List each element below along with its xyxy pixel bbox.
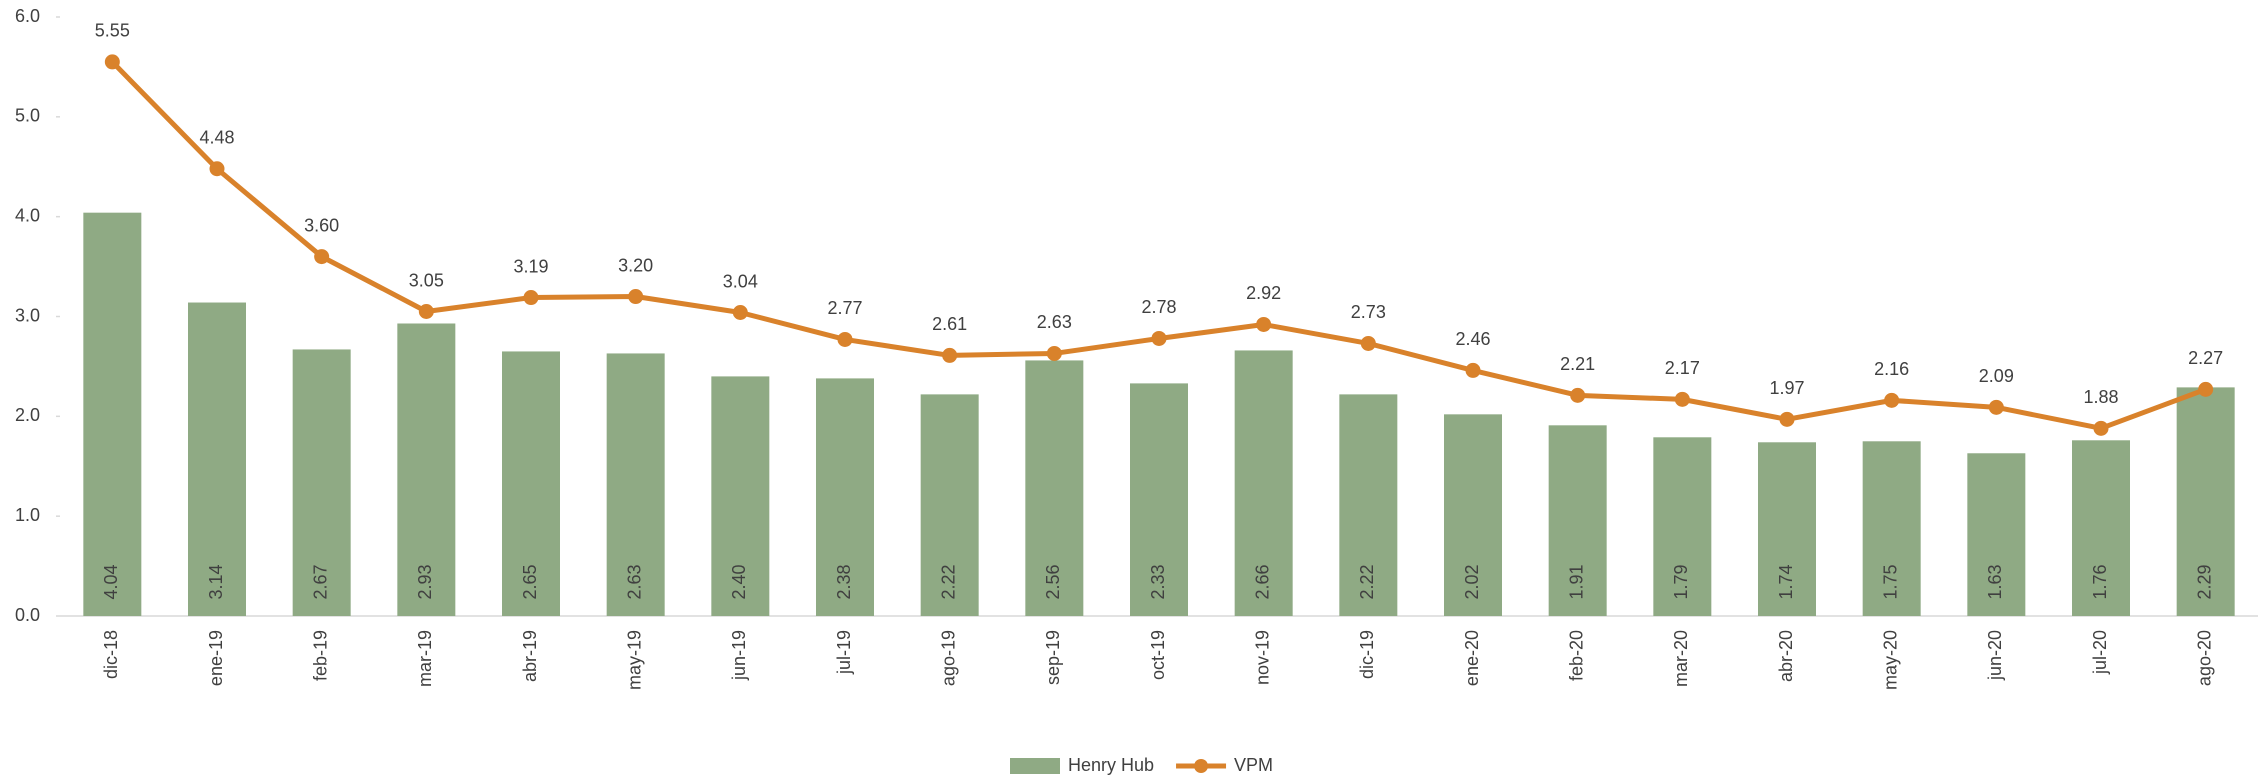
line-value-label: 2.92 xyxy=(1246,283,1281,303)
bar-value-label: 1.91 xyxy=(1566,564,1586,599)
x-tick-label: ago-20 xyxy=(2194,630,2214,686)
x-tick-label: may-20 xyxy=(1880,630,1900,690)
bar-value-label: 2.93 xyxy=(415,564,435,599)
bar-value-label: 1.79 xyxy=(1671,564,1691,599)
line-marker xyxy=(733,305,748,320)
line-marker xyxy=(1989,400,2004,415)
x-tick-label: jun-19 xyxy=(729,630,749,681)
legend-label: Henry Hub xyxy=(1068,755,1154,775)
bar-value-label: 2.40 xyxy=(729,564,749,599)
line-value-label: 3.05 xyxy=(409,270,444,290)
x-tick-label: jul-19 xyxy=(834,630,854,675)
line-marker xyxy=(1675,392,1690,407)
x-tick-label: jun-20 xyxy=(1985,630,2005,681)
line-value-label: 4.48 xyxy=(199,127,234,147)
line-marker xyxy=(1047,346,1062,361)
x-tick-label: mar-19 xyxy=(415,630,435,687)
bar-value-label: 2.22 xyxy=(1357,564,1377,599)
line-marker xyxy=(1466,363,1481,378)
bar-value-label: 4.04 xyxy=(101,564,121,599)
line-marker xyxy=(942,348,957,363)
chart: 0.0 1.0 2.0 3.0 4.0 5.0 6.0 dic-18 ene-19 feb-19 m… xyxy=(0,0,2262,777)
y-tick-label: 1.0 xyxy=(15,505,40,525)
y-tick-label: 6.0 xyxy=(15,6,40,26)
line-marker xyxy=(1152,331,1167,346)
y-tick-label: 0.0 xyxy=(15,605,40,625)
line-value-label: 5.55 xyxy=(95,21,130,41)
line-value-label: 3.04 xyxy=(723,271,758,291)
bar xyxy=(83,213,141,616)
x-tick-label: oct-19 xyxy=(1148,630,1168,680)
x-tick-label: feb-19 xyxy=(310,630,330,681)
y-tick-label: 3.0 xyxy=(15,305,40,325)
line-marker xyxy=(838,332,853,347)
x-tick-label: mar-20 xyxy=(1671,630,1691,687)
line-marker xyxy=(2198,382,2213,397)
bar-value-label: 1.76 xyxy=(2090,564,2110,599)
bar-value-label: 2.33 xyxy=(1148,564,1168,599)
line-value-label: 2.27 xyxy=(2188,348,2223,368)
line-marker xyxy=(2094,421,2109,436)
line-value-label: 2.78 xyxy=(1141,297,1176,317)
y-tick-label: 2.0 xyxy=(15,405,40,425)
line-marker xyxy=(314,249,329,264)
line-value-label: 2.61 xyxy=(932,314,967,334)
y-tick-label: 5.0 xyxy=(15,106,40,126)
line-value-label: 3.20 xyxy=(618,255,653,275)
bar-value-label: 2.38 xyxy=(834,564,854,599)
x-tick-label: ene-19 xyxy=(206,630,226,686)
bar-value-label: 2.67 xyxy=(310,564,330,599)
x-tick-label: jul-20 xyxy=(2090,630,2110,675)
bar-value-label: 1.75 xyxy=(1880,564,1900,599)
legend-swatch xyxy=(1010,758,1060,774)
line-marker xyxy=(1570,388,1585,403)
bar-value-label: 3.14 xyxy=(206,564,226,599)
bar-value-label: 1.74 xyxy=(1776,564,1796,599)
line-value-label: 2.09 xyxy=(1979,366,2014,386)
line-marker xyxy=(1780,412,1795,427)
line-value-label: 3.19 xyxy=(513,256,548,276)
bar-value-label: 2.56 xyxy=(1043,564,1063,599)
line-value-label: 2.77 xyxy=(827,298,862,318)
bar-value-label: 2.63 xyxy=(624,564,644,599)
x-tick-label: abr-19 xyxy=(520,630,540,682)
line-value-label: 1.97 xyxy=(1769,378,1804,398)
x-tick-label: dic-18 xyxy=(101,630,121,679)
line-marker xyxy=(1884,393,1899,408)
x-tick-label: abr-20 xyxy=(1776,630,1796,682)
line-value-label: 2.73 xyxy=(1351,302,1386,322)
x-tick-label: feb-20 xyxy=(1566,630,1586,681)
line-value-label: 2.16 xyxy=(1874,359,1909,379)
line-value-label: 2.17 xyxy=(1665,358,1700,378)
line-marker xyxy=(1361,336,1376,351)
line-marker xyxy=(105,54,120,69)
bar-value-label: 2.29 xyxy=(2194,564,2214,599)
x-tick-label: sep-19 xyxy=(1043,630,1063,685)
legend-swatch xyxy=(1194,759,1208,773)
line-value-label: 3.60 xyxy=(304,215,339,235)
line-marker xyxy=(210,161,225,176)
bar-value-label: 1.63 xyxy=(1985,564,2005,599)
x-tick-label: may-19 xyxy=(624,630,644,690)
x-tick-label: ene-20 xyxy=(1462,630,1482,686)
bar-value-label: 2.65 xyxy=(520,564,540,599)
x-tick-label: ago-19 xyxy=(938,630,958,686)
line-value-label: 2.46 xyxy=(1455,329,1490,349)
line-marker xyxy=(628,289,643,304)
line-value-label: 1.88 xyxy=(2083,387,2118,407)
line-marker xyxy=(419,304,434,319)
bar-value-label: 2.02 xyxy=(1462,564,1482,599)
y-tick-label: 4.0 xyxy=(15,205,40,225)
x-tick-label: nov-19 xyxy=(1252,630,1272,685)
bar-value-label: 2.66 xyxy=(1252,564,1272,599)
x-tick-label: dic-19 xyxy=(1357,630,1377,679)
line-value-label: 2.21 xyxy=(1560,354,1595,374)
bar-value-label: 2.22 xyxy=(938,564,958,599)
line-marker xyxy=(1256,317,1271,332)
line-value-label: 2.63 xyxy=(1037,312,1072,332)
legend-label: VPM xyxy=(1234,755,1273,775)
line-marker xyxy=(524,290,539,305)
